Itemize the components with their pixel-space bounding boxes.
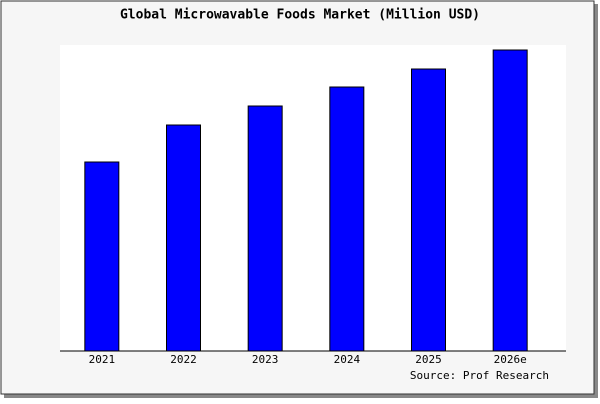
x-tick-label: 2021: [89, 353, 116, 366]
x-tick-label: 2025: [415, 353, 442, 366]
bar: [84, 161, 120, 352]
chart-title: Global Microwavable Foods Market (Millio…: [120, 8, 480, 23]
bar: [329, 86, 365, 352]
plot-area: [60, 45, 566, 351]
source-note: Source: Prof Research: [410, 369, 549, 382]
x-tick-label: 2022: [170, 353, 197, 366]
x-tick-label: 2024: [334, 353, 361, 366]
x-tick-label: 2026e: [494, 353, 527, 366]
bar: [166, 124, 201, 352]
bar: [492, 49, 528, 352]
bar: [411, 68, 446, 352]
bar: [247, 105, 283, 352]
x-tick-label: 2023: [252, 353, 279, 366]
